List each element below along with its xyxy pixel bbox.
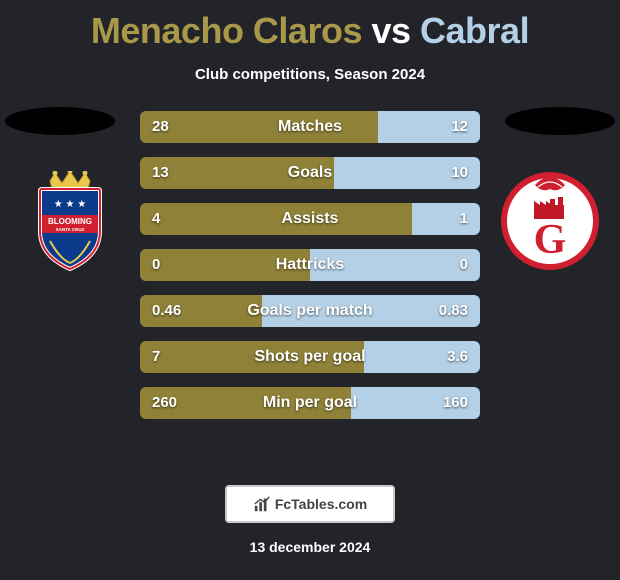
page-title: Menacho Claros vs Cabral <box>0 0 620 52</box>
stat-row: Shots per goal73.6 <box>140 341 480 373</box>
title-player-left: Menacho Claros <box>91 10 372 51</box>
stat-bar-left <box>140 249 310 281</box>
svg-text:BLOOMING: BLOOMING <box>48 217 92 226</box>
stat-bar-left <box>140 341 364 373</box>
stat-row: Min per goal260160 <box>140 387 480 419</box>
stat-bar-right <box>334 157 480 189</box>
stat-row: Assists41 <box>140 203 480 235</box>
stat-bar-left <box>140 387 351 419</box>
stat-row: Hattricks00 <box>140 249 480 281</box>
brand-badge[interactable]: FcTables.com <box>225 485 395 523</box>
svg-text:★ ★ ★: ★ ★ ★ <box>54 199 86 210</box>
chart-icon <box>253 495 271 513</box>
stat-bar-right <box>412 203 480 235</box>
comparison-arena: BLOOMING SANTA CRUZ ★ ★ ★ G Matches2812 G… <box>0 111 620 471</box>
club-crest-right: G <box>500 171 600 271</box>
stat-bar-right <box>378 111 480 143</box>
club-crest-left: BLOOMING SANTA CRUZ ★ ★ ★ <box>20 171 120 271</box>
stat-bar-left <box>140 111 378 143</box>
stat-bar-right <box>310 249 480 281</box>
player-shadow-left <box>5 107 115 135</box>
stat-row: Matches2812 <box>140 111 480 143</box>
stat-bar-right <box>364 341 480 373</box>
stat-bar-left <box>140 157 334 189</box>
subtitle: Club competitions, Season 2024 <box>0 66 620 83</box>
title-player-right: Cabral <box>420 10 529 51</box>
stat-bar-left <box>140 203 412 235</box>
stat-bar-right <box>262 295 480 327</box>
footer-date: 13 december 2024 <box>0 539 620 555</box>
svg-text:G: G <box>534 217 567 263</box>
stat-bar-right <box>351 387 480 419</box>
stat-bars: Matches2812 Goals1310 Assists41 Hattricks00… <box>140 111 480 433</box>
player-shadow-right <box>505 107 615 135</box>
stat-row: Goals1310 <box>140 157 480 189</box>
stat-row: Goals per match0.460.83 <box>140 295 480 327</box>
stat-bar-left <box>140 295 262 327</box>
title-vs: vs <box>371 10 420 51</box>
brand-text: FcTables.com <box>275 496 367 512</box>
svg-text:SANTA CRUZ: SANTA CRUZ <box>56 227 85 232</box>
